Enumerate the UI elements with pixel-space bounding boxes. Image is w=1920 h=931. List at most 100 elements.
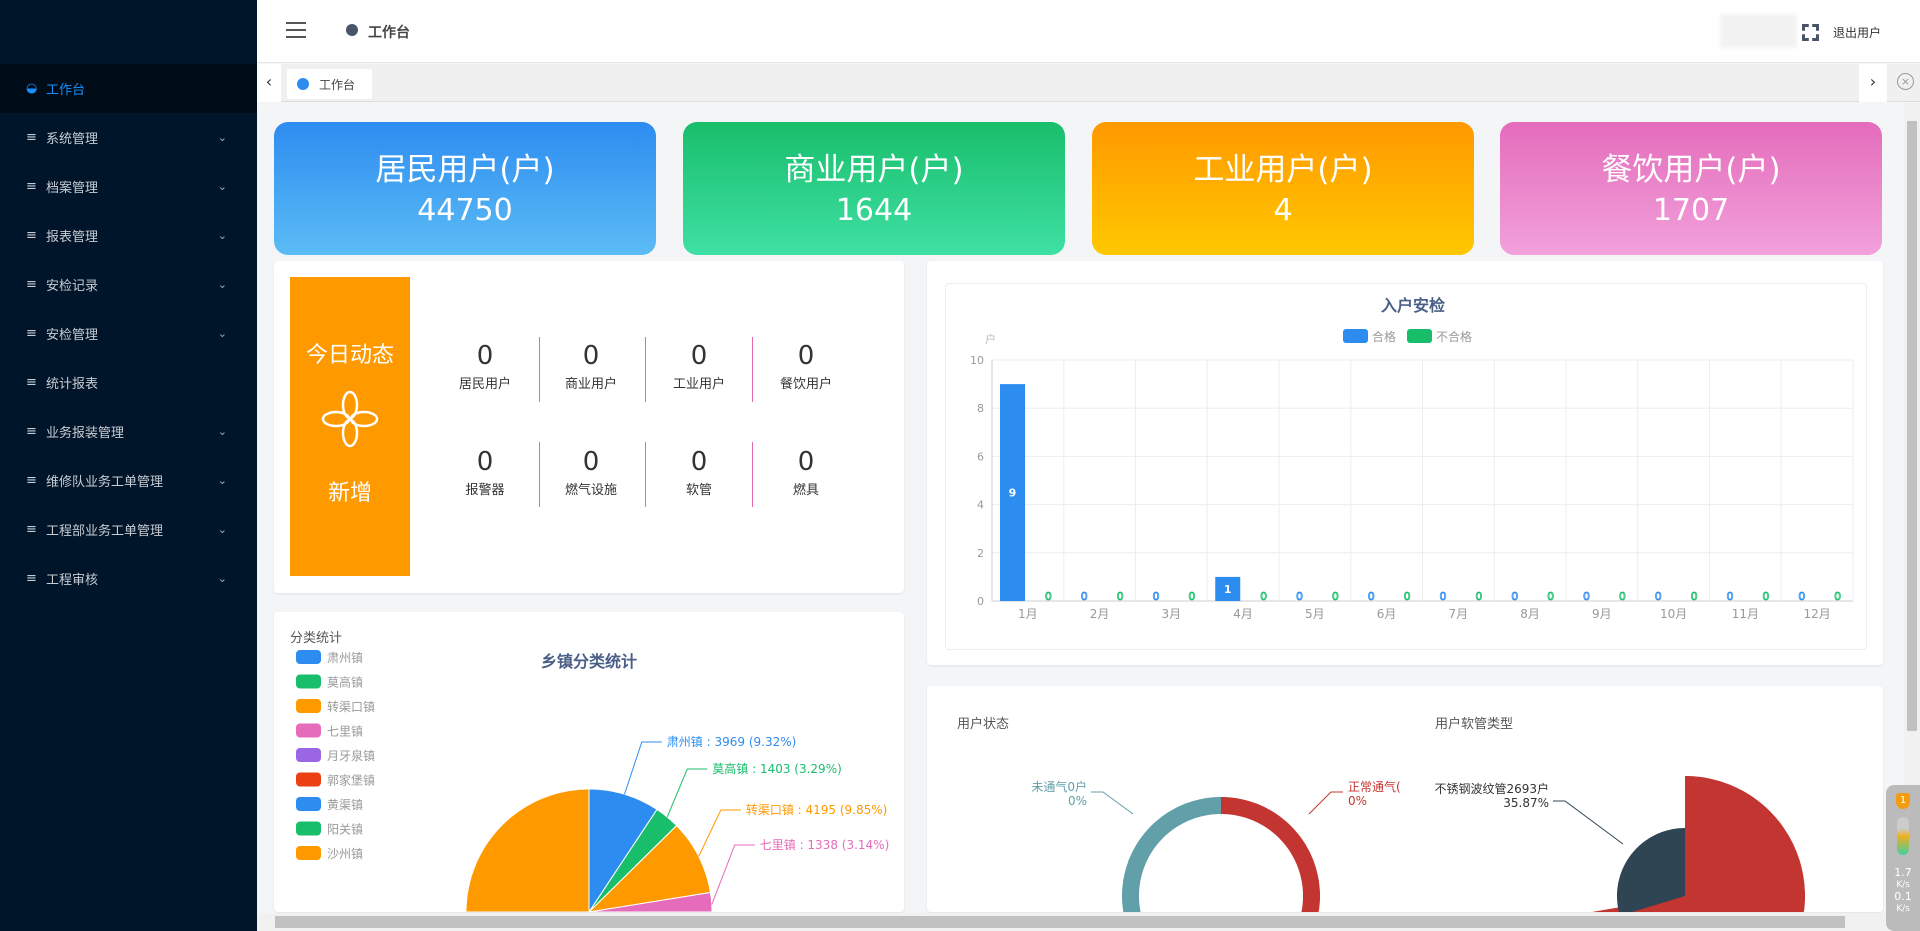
network-widget[interactable]: 1 1.7 K/s 0.1 K/s [1886, 785, 1920, 931]
sidebar-item-1[interactable]: ≡ 系统管理 ⌄ [0, 113, 257, 162]
sidebar-item-3[interactable]: ≡ 报表管理 ⌄ [0, 211, 257, 260]
donut-percent: 0% [1348, 794, 1367, 808]
today-stat-label: 商业用户 [564, 377, 617, 392]
pie-label-line [624, 741, 662, 795]
sidebar-item-label: 维修队业务工单管理 [46, 475, 164, 490]
fullscreen-icon[interactable] [1802, 24, 1819, 41]
y-axis-unit: 户 [985, 332, 996, 346]
today-stat-label: 居民用户 [458, 377, 511, 392]
horizontal-scrollbar[interactable] [257, 913, 1904, 931]
menu-icon: ≡ [26, 130, 37, 145]
bar-value-label: 0 [1619, 590, 1626, 603]
legend-swatch [296, 674, 321, 689]
legend-swatch [296, 821, 321, 836]
today-stat-value: 0 [582, 341, 600, 371]
bar-value-label: 0 [1655, 590, 1662, 603]
stat-divider [752, 442, 753, 507]
legend-swatch [296, 650, 321, 664]
x-tick-label: 10月 [1660, 607, 1687, 621]
pie-slice-remaining [465, 788, 712, 912]
x-tick-label: 1月 [1018, 607, 1038, 621]
chevron-down-icon: ⌄ [217, 572, 227, 585]
pie-label-line [666, 768, 708, 818]
sidebar-item-label: 安检管理 [46, 328, 99, 343]
tab-bar: ‹ 工作台 › × [257, 64, 1920, 102]
sidebar-item-2[interactable]: ≡ 档案管理 ⌄ [0, 162, 257, 211]
menu-icon: ≡ [26, 228, 37, 243]
today-panel: 今日动态 新增 0 居民用户 0 商业用户 0 工业用户 0 餐饮用户 0 报警器 0 燃气设施 0 软管… [274, 261, 904, 593]
hamburger-menu-icon[interactable] [286, 22, 306, 38]
legend-label: 七里镇 [327, 725, 363, 739]
stat-divider [645, 442, 646, 507]
bar-value-label: 0 [1368, 590, 1375, 603]
legend-swatch [296, 748, 321, 762]
chart-title: 入户安检 [1381, 296, 1445, 315]
breadcrumb: 工作台 [368, 25, 410, 41]
shield-badge-icon: 1 [1896, 793, 1910, 809]
x-tick-label: 9月 [1592, 607, 1612, 621]
stat-card-title: 居民用户(户) [375, 152, 555, 188]
vertical-scrollbar[interactable] [1904, 103, 1920, 913]
bar-value-label: 0 [1511, 590, 1518, 603]
today-stat-label: 燃气设施 [564, 483, 617, 498]
sidebar-item-6[interactable]: ≡ 统计报表 [0, 358, 257, 407]
legend-swatch [296, 846, 321, 860]
legend-swatch [1343, 329, 1368, 343]
sidebar-item-4[interactable]: ≡ 安检记录 ⌄ [0, 260, 257, 309]
fan-icon [321, 390, 379, 448]
sidebar-item-label: 报表管理 [46, 230, 99, 245]
scrollbar-thumb[interactable] [275, 916, 1845, 928]
tab-label: 工作台 [319, 77, 356, 92]
chart-title: 用户状态 [957, 716, 1009, 732]
menu-icon: ≡ [26, 375, 37, 390]
sidebar-item-10[interactable]: ≡ 工程审核 ⌄ [0, 554, 257, 603]
bar-value-label: 0 [1583, 590, 1590, 603]
chevron-down-icon: ⌄ [217, 523, 227, 536]
bar-value-label: 0 [1188, 590, 1195, 603]
today-stat-value: 0 [476, 341, 494, 371]
today-stat-燃气设施: 0 燃气设施 [541, 447, 641, 498]
sidebar-item-5[interactable]: ≡ 安检管理 ⌄ [0, 309, 257, 358]
stat-divider [539, 442, 540, 507]
town-pie-chart: 乡镇分类统计 分类统计肃州镇莫高镇转渠口镇七里镇月牙泉镇郭家堡镇黄渠镇阳关镇沙州镇… [290, 631, 890, 912]
tab-workbench[interactable]: 工作台 [287, 69, 372, 99]
bar-value-label: 0 [1691, 590, 1698, 603]
close-tabs-icon[interactable]: × [1897, 73, 1914, 90]
sidebar-item-0[interactable]: ◒ 工作台 [0, 64, 257, 113]
bar-value-label: 0 [1475, 590, 1482, 603]
logout-button[interactable]: 退出用户 [1833, 26, 1882, 40]
bar-value-label: 9 [1009, 487, 1017, 500]
tabs-scroll-right-icon[interactable]: › [1859, 64, 1887, 102]
today-stat-value: 0 [797, 447, 815, 477]
scrollbar-thumb[interactable] [1907, 121, 1917, 731]
sidebar-item-7[interactable]: ≡ 业务报装管理 ⌄ [0, 407, 257, 456]
stat-card-value: 1707 [1652, 193, 1730, 228]
sidebar-item-label: 档案管理 [46, 181, 99, 196]
pie-slice [588, 788, 658, 912]
chevron-down-icon: ⌄ [217, 278, 227, 291]
chart-title: 用户软管类型 [1435, 716, 1513, 732]
today-stat-工业用户: 0 工业用户 [649, 341, 749, 392]
sidebar-item-8[interactable]: ≡ 维修队业务工单管理 ⌄ [0, 456, 257, 505]
y-tick-label: 4 [977, 499, 984, 512]
menu-icon: ≡ [26, 179, 37, 194]
inspection-panel: 入户安检户合格 不合格 0 2 4 6 8 10 1月 9 0 2月 0 0 3月 0 0 4月 1 0 5月 0 0 6月 0… [927, 261, 1883, 665]
pie-label: 七里镇 : 1338 (3.14%) [760, 838, 890, 852]
donut-slice [1122, 797, 1221, 912]
sidebar-item-9[interactable]: ≡ 工程部业务工单管理 ⌄ [0, 505, 257, 554]
today-stat-value: 0 [690, 447, 708, 477]
memory-gauge [1897, 817, 1909, 855]
menu-icon: ≡ [26, 277, 37, 292]
bar-value-label: 0 [1153, 590, 1160, 603]
legend-label: 郭家堡镇 [327, 773, 375, 788]
today-stat-报警器: 0 报警器 [435, 447, 535, 498]
bar-value-label: 0 [1798, 590, 1805, 603]
bar-value-label: 0 [1547, 590, 1554, 603]
bar-value-label: 0 [1081, 590, 1088, 603]
tabs-scroll-left-icon[interactable]: ‹ [257, 64, 281, 102]
donut-label-line [1308, 791, 1343, 815]
stat-card-title: 餐饮用户(户) [1601, 152, 1781, 188]
x-tick-label: 6月 [1377, 607, 1397, 621]
legend-label: 阳关镇 [327, 823, 363, 837]
donut-slice [1221, 797, 1320, 912]
